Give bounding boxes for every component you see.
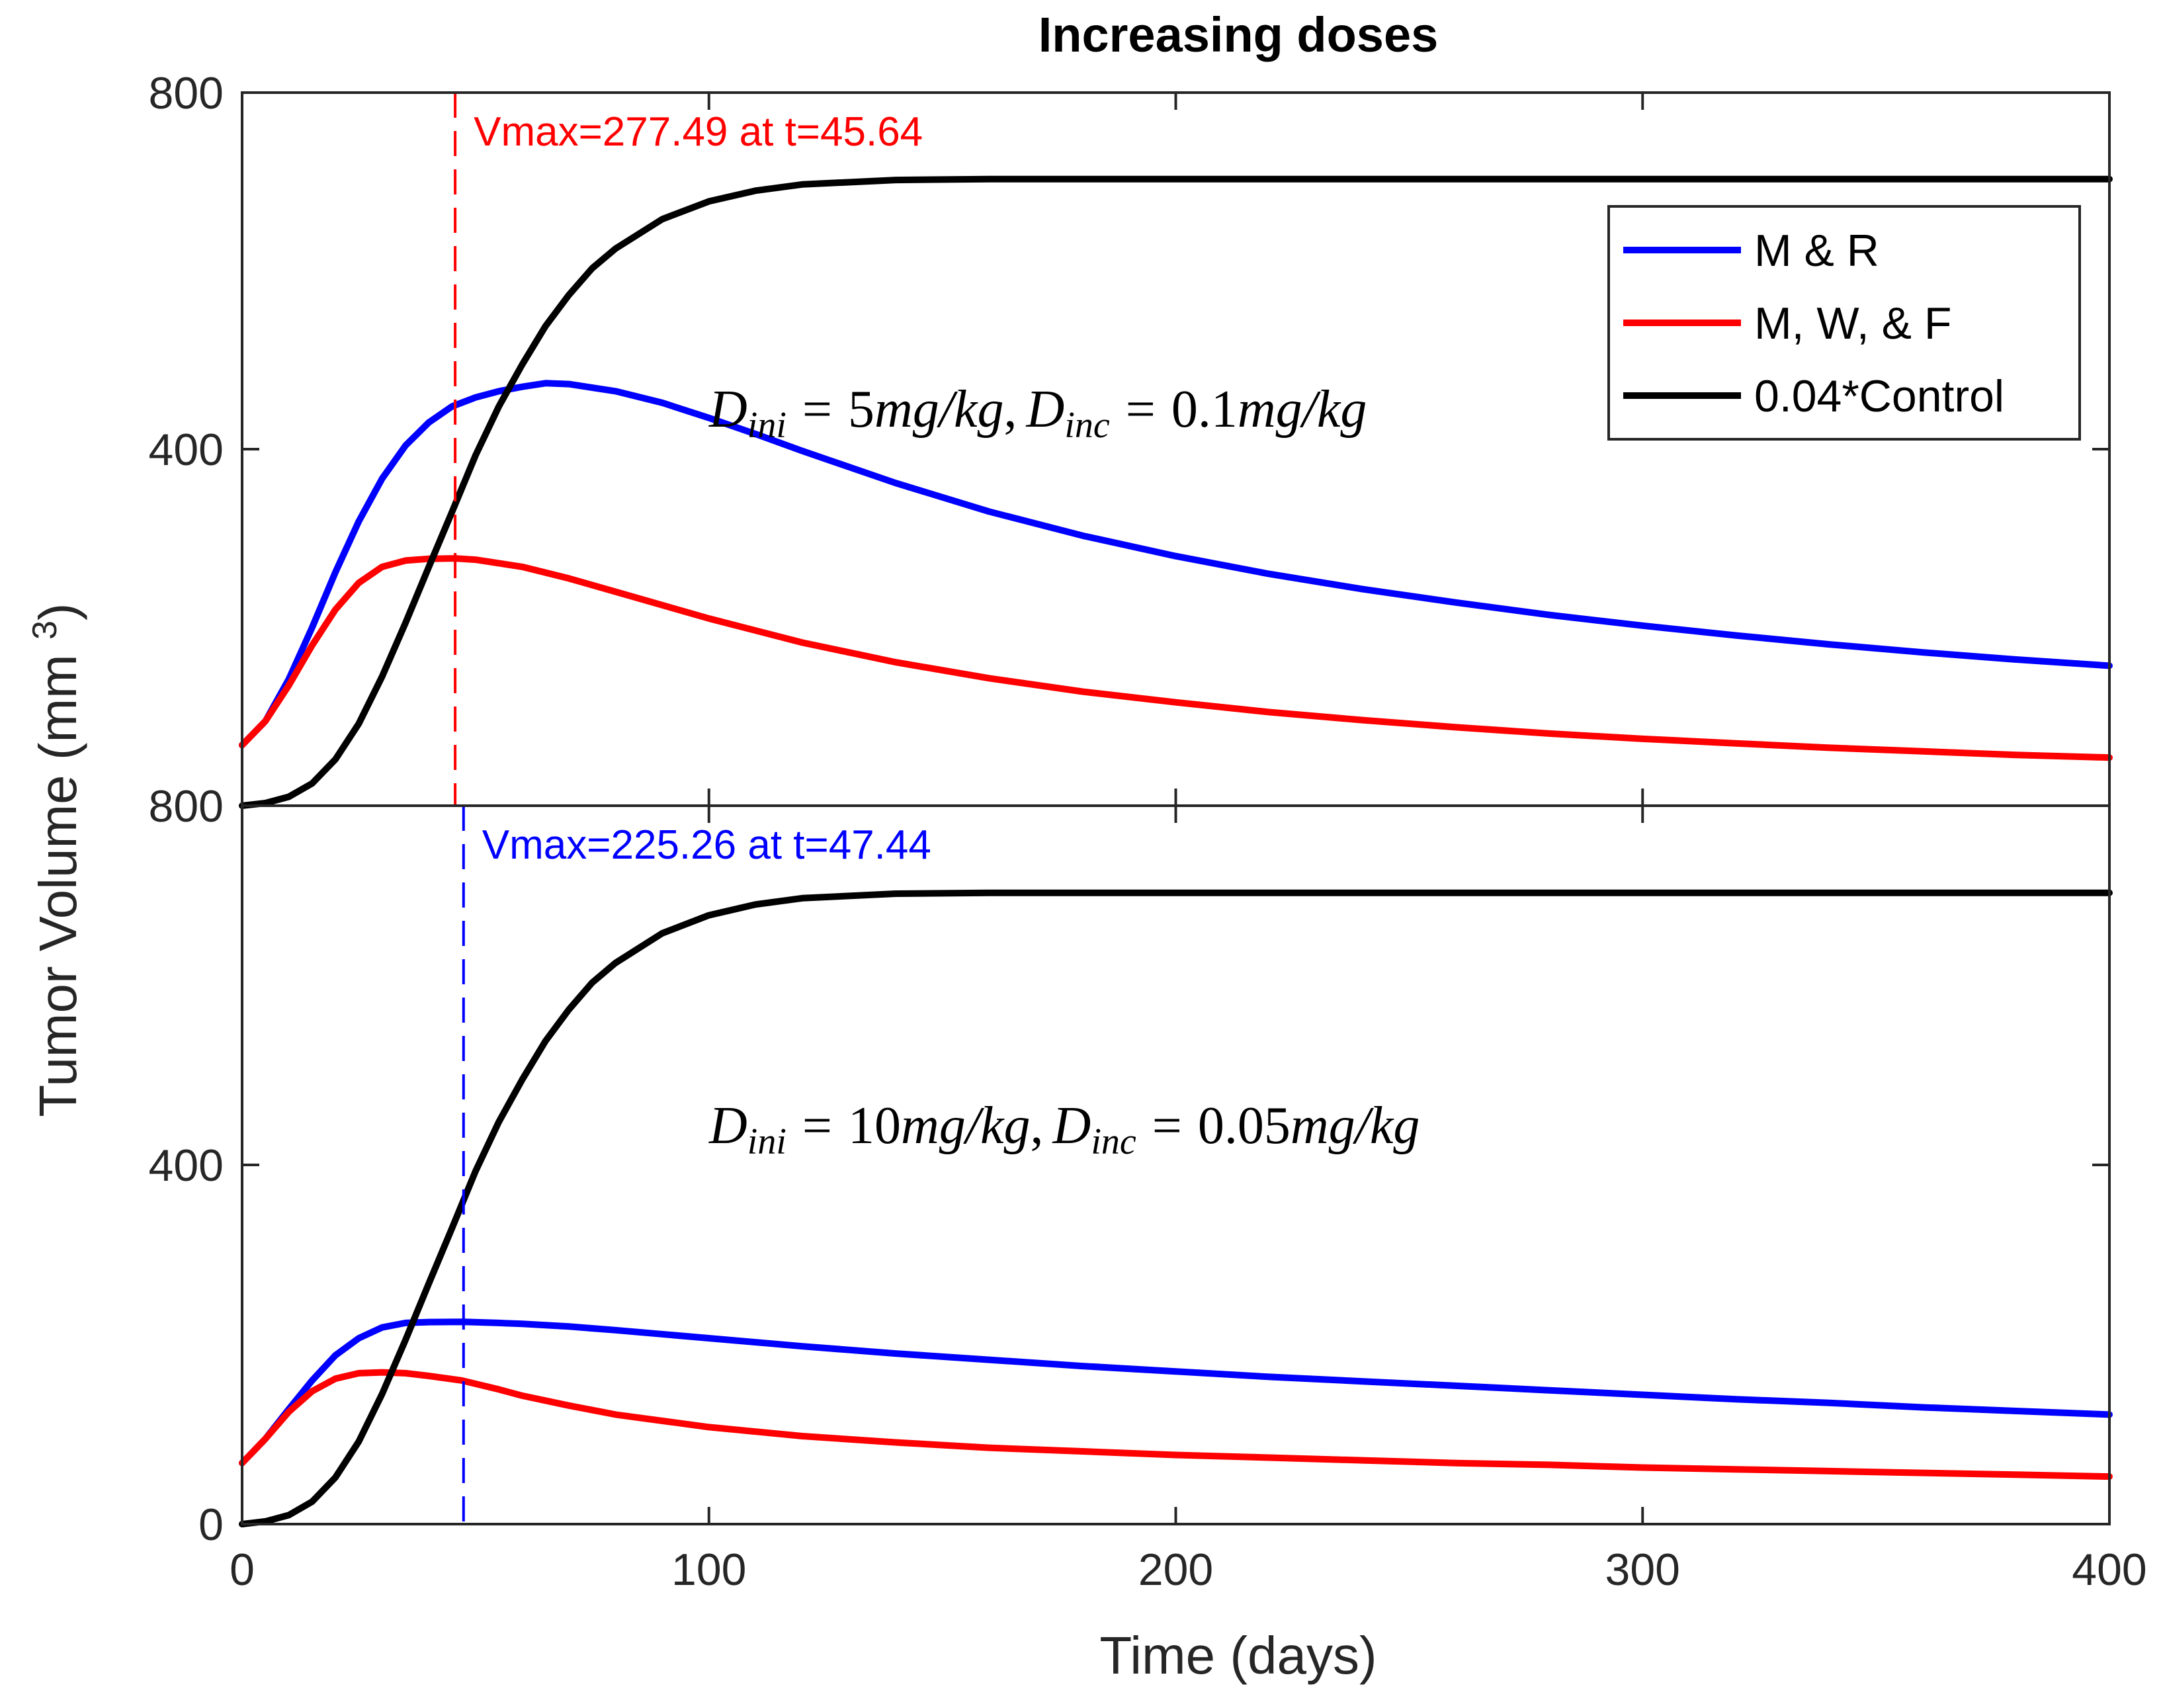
top-formula-sub-inc: inc — [1064, 405, 1110, 446]
top-formula-val-inc: 0.1 — [1171, 380, 1238, 439]
top-series-0-line — [239, 380, 2113, 749]
bottom-formula-unit-ini: mg/kg — [901, 1097, 1031, 1155]
x-tick-label-3: 300 — [1605, 1545, 1680, 1595]
top-y-tick-label-1: 800 — [149, 68, 224, 118]
top-formula-d1: D — [708, 380, 747, 439]
top-y-tick-label-0: 400 — [149, 425, 224, 475]
bottom-y-ticks: 0 400 800 — [149, 781, 2109, 1550]
legend-label-m-w-f: M, W, & F — [1754, 298, 1951, 349]
y-axis-title-superscript: 3 — [26, 620, 64, 640]
legend-label-m-r: M & R — [1754, 226, 1879, 276]
x-tick-label-0: 0 — [230, 1545, 255, 1595]
bottom-series-2-line — [239, 889, 2113, 1527]
bottom-formula-d2: D — [1052, 1097, 1091, 1155]
top-formula-unit-ini: mg/kg — [874, 380, 1004, 439]
bottom-y-tick-label-0: 0 — [198, 1500, 224, 1550]
bottom-vmax-annotation: Vmax=225.26 at t=47.44 — [482, 822, 931, 868]
top-series-1-line — [239, 555, 2113, 761]
top-formula-val-ini: 5 — [848, 380, 874, 439]
bottom-formula-eq2: = — [1152, 1097, 1182, 1155]
bottom-formula-val-ini: 10 — [848, 1097, 901, 1155]
top-dose-formula: Dini = 5mg/kg, Dinc = 0.1mg/kg — [708, 380, 1367, 446]
top-formula-eq1: = — [802, 380, 832, 439]
bottom-panel: Vmax=225.26 at t=47.44 0 100 200 300 400 0 40… — [149, 781, 2147, 1595]
top-x-ticks — [241, 93, 2111, 806]
bottom-y-tick-label-1: 400 — [149, 1140, 224, 1191]
y-axis-title: Tumor Volume (mm 3) — [26, 603, 87, 1117]
bottom-formula-sub-ini: ini — [747, 1121, 786, 1162]
bottom-x-ticks: 0 100 200 300 400 — [230, 806, 2147, 1595]
top-vmax-annotation: Vmax=277.49 at t=45.64 — [474, 109, 923, 155]
top-series-2-line — [239, 175, 2113, 809]
x-tick-label-2: 200 — [1138, 1545, 1213, 1595]
bottom-formula-eq1: = — [802, 1097, 832, 1155]
bottom-formula-d1: D — [708, 1097, 747, 1155]
legend-label-control: 0.04*Control — [1754, 371, 2004, 421]
top-formula-d2: D — [1026, 380, 1065, 439]
bottom-series-1-line — [239, 1369, 2113, 1480]
bottom-y-tick-label-2: 800 — [149, 781, 224, 832]
top-series-group — [239, 175, 2113, 809]
top-formula-comma: , — [1004, 380, 1017, 439]
bottom-series-group — [239, 889, 2113, 1527]
bottom-dose-formula: Dini = 10mg/kg, Dinc = 0.05mg/kg — [708, 1097, 1420, 1162]
bottom-series-0-line — [239, 1318, 2113, 1467]
top-formula-unit-inc: mg/kg — [1238, 380, 1367, 439]
x-tick-label-4: 400 — [2072, 1545, 2146, 1595]
legend: M & R M, W, & F 0.04*Control — [1607, 205, 2081, 441]
bottom-formula-comma: , — [1031, 1097, 1044, 1155]
bottom-formula-val-inc: 0.05 — [1198, 1097, 1291, 1155]
chart-title: Increasing doses — [1039, 7, 1439, 62]
top-formula-sub-ini: ini — [747, 405, 786, 446]
top-formula-eq2: = — [1126, 380, 1156, 439]
bottom-formula-unit-inc: mg/kg — [1291, 1097, 1420, 1155]
x-tick-label-1: 100 — [671, 1545, 746, 1595]
y-axis-title-text: Tumor Volume (mm — [28, 654, 87, 1117]
y-axis-title-suffix: ) — [28, 603, 87, 620]
bottom-formula-sub-inc: inc — [1091, 1121, 1136, 1162]
x-axis-title: Time (days) — [1099, 1626, 1377, 1685]
